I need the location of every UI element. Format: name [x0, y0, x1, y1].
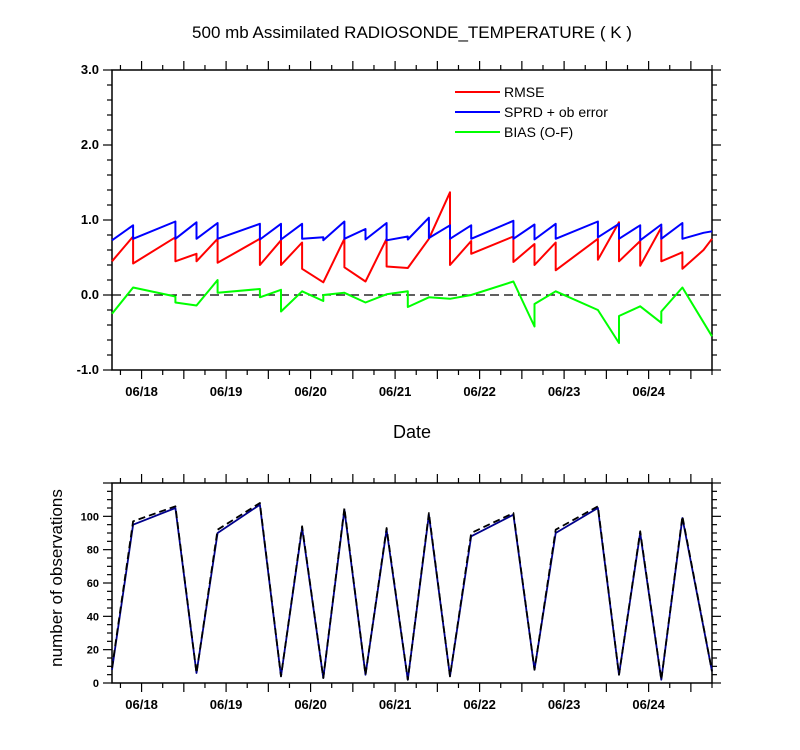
- y-tick-label: 2.0: [81, 137, 99, 152]
- top-legend: RMSE SPRD + ob error BIAS (O-F): [455, 84, 608, 140]
- x-tick-label: 06/18: [125, 697, 158, 712]
- x-tick-label: 06/24: [632, 384, 665, 399]
- x-tick-label: 06/18: [125, 384, 158, 399]
- y-tick-label: 80: [87, 545, 99, 557]
- y-tick-label: 0: [93, 678, 99, 690]
- bottom-series-lines: [111, 502, 713, 681]
- series-line-bias-o-f: [111, 279, 713, 344]
- x-tick-label: 06/19: [210, 697, 243, 712]
- x-tick-label: 06/20: [294, 697, 327, 712]
- legend-label: RMSE: [504, 84, 544, 100]
- top-series-lines: [111, 191, 713, 344]
- y-tick-label: 3.0: [81, 62, 99, 77]
- y-tick-label: 1.0: [81, 212, 99, 227]
- series-line-dashed-1: [111, 502, 713, 681]
- top-plot-frame: [111, 69, 713, 371]
- y-tick-label: 20: [87, 645, 99, 657]
- x-tick-label: 06/22: [463, 384, 496, 399]
- x-tick-label: 06/23: [548, 384, 581, 399]
- x-tick-label: 06/19: [210, 384, 243, 399]
- bottom-panel: 06/18 06/19 06/20 06/21 06/22 06/23 06/24 0 20 40…: [47, 474, 721, 712]
- y-tick-label: 60: [87, 578, 99, 590]
- y-tick-label: 40: [87, 611, 99, 623]
- legend-label: SPRD + ob error: [504, 104, 608, 120]
- x-tick-label: 06/21: [379, 697, 412, 712]
- top-x-axis-label: Date: [393, 422, 431, 442]
- y-tick-label: -1.0: [77, 362, 99, 377]
- x-tick-label: 06/23: [548, 697, 581, 712]
- y-tick-label: 100: [81, 511, 99, 523]
- bottom-y-axis-label: number of observations: [47, 489, 66, 667]
- x-tick-label: 06/22: [463, 697, 496, 712]
- y-tick-label: 0.0: [81, 287, 99, 302]
- bottom-axis-ticks: 06/18 06/19 06/20 06/21 06/22 06/23 06/24 0 20 40…: [81, 474, 721, 712]
- x-tick-label: 06/21: [379, 384, 412, 399]
- top-panel: 06/18 06/19 06/20 06/21 06/22 06/23 06/24 -1.0 0…: [77, 61, 721, 442]
- top-axis-ticks: 06/18 06/19 06/20 06/21 06/22 06/23 06/24 -1.0 0…: [77, 61, 721, 399]
- chart-title: 500 mb Assimilated RADIOSONDE_TEMPERATUR…: [192, 23, 632, 42]
- x-tick-label: 06/24: [632, 697, 665, 712]
- x-tick-label: 06/20: [294, 384, 327, 399]
- series-line-sprd-ob-error: [111, 216, 713, 242]
- legend-label: BIAS (O-F): [504, 124, 573, 140]
